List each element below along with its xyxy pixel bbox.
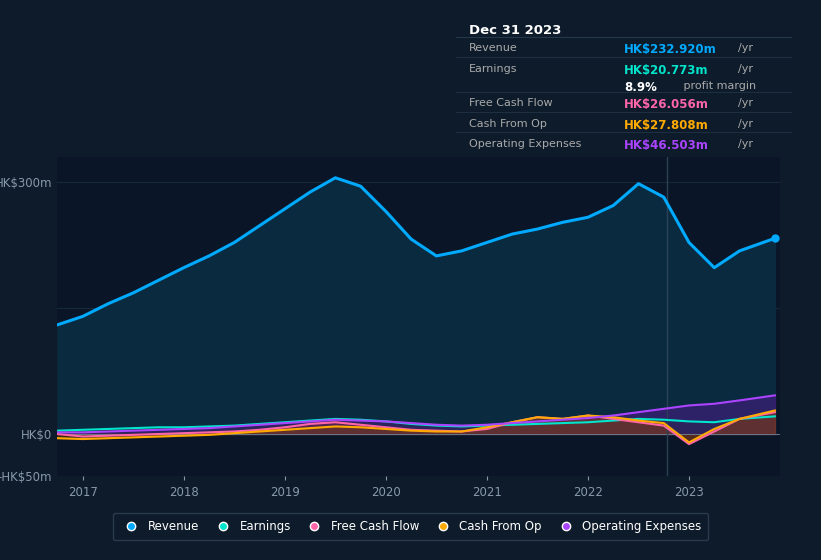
Text: HK$46.503m: HK$46.503m [624,139,709,152]
Text: /yr: /yr [738,99,754,109]
Text: HK$20.773m: HK$20.773m [624,64,709,77]
Text: HK$26.056m: HK$26.056m [624,99,709,111]
Text: Revenue: Revenue [469,43,518,53]
Text: profit margin: profit margin [680,81,755,91]
Text: Cash From Op: Cash From Op [469,119,547,129]
Text: Operating Expenses: Operating Expenses [469,139,581,150]
Text: 8.9%: 8.9% [624,81,657,94]
Legend: Revenue, Earnings, Free Cash Flow, Cash From Op, Operating Expenses: Revenue, Earnings, Free Cash Flow, Cash … [112,513,709,540]
Text: Free Cash Flow: Free Cash Flow [469,99,553,109]
Text: /yr: /yr [738,64,754,74]
Text: Earnings: Earnings [469,64,517,74]
Text: /yr: /yr [738,43,754,53]
Text: /yr: /yr [738,139,754,150]
Text: HK$232.920m: HK$232.920m [624,43,717,55]
Text: /yr: /yr [738,119,754,129]
Text: HK$27.808m: HK$27.808m [624,119,709,132]
Text: Dec 31 2023: Dec 31 2023 [469,24,562,36]
